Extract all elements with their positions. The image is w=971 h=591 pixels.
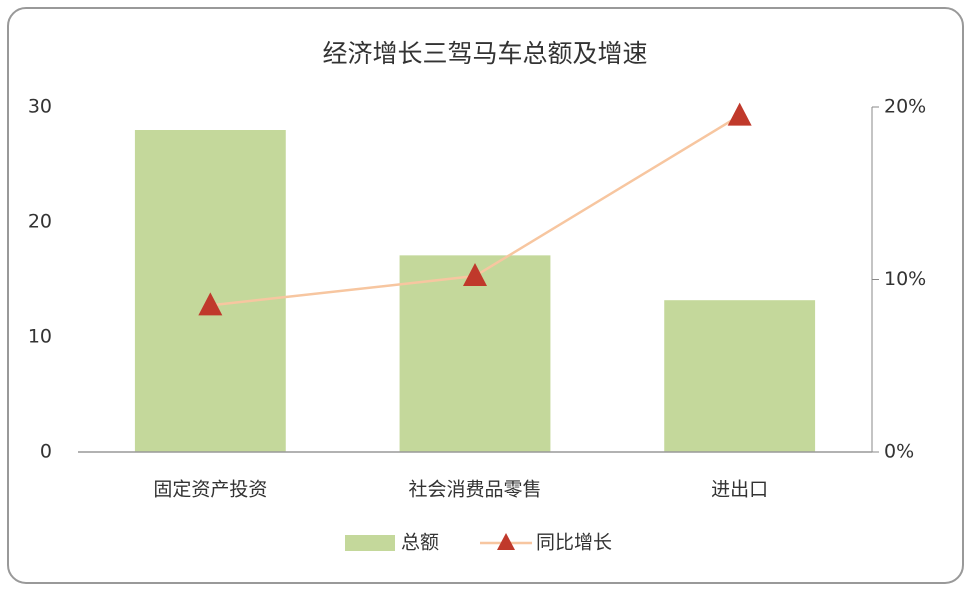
line-marker: [198, 292, 223, 316]
bar: [134, 130, 286, 452]
x-tick-label: 社会消费品零售: [408, 479, 541, 501]
y2-tick-label: 0%: [884, 441, 914, 463]
legend-marker: [497, 533, 515, 550]
legend-label: 同比增长: [536, 532, 612, 554]
y-tick-label: 20: [28, 211, 52, 233]
y-tick-label: 10: [28, 326, 52, 348]
x-tick-label: 进出口: [711, 479, 768, 501]
y-tick-label: 30: [28, 96, 52, 118]
x-tick-label: 固定资产投资: [153, 479, 267, 501]
line-marker: [727, 102, 752, 126]
line-marker: [463, 263, 487, 287]
y2-tick-label: 20%: [884, 96, 926, 118]
legend-label: 总额: [401, 532, 439, 554]
legend-swatch: [345, 535, 395, 551]
chart-title: 经济增长三驾马车总额及增速: [322, 39, 647, 68]
y-tick-label: 0: [40, 441, 52, 463]
bar: [399, 255, 551, 452]
bar: [664, 300, 816, 452]
y2-tick-label: 10%: [884, 268, 926, 290]
